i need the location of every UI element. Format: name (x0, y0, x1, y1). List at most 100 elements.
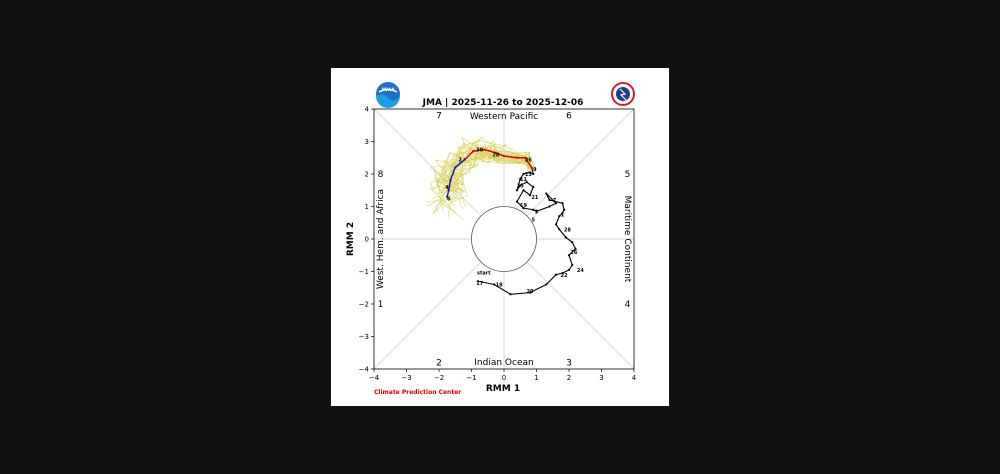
day-label: 9 (533, 167, 537, 173)
nws-logo (611, 82, 635, 106)
observed-point (493, 283, 496, 286)
observed-point (532, 172, 535, 176)
observed-point (532, 208, 535, 211)
ensemble-member-line (433, 152, 530, 193)
observed-point (545, 283, 548, 286)
y-tick-label: −4 (359, 366, 370, 374)
x-tick-label: 1 (534, 374, 538, 382)
day-label: 11 (520, 177, 527, 183)
day-label: 26 (525, 157, 532, 163)
observed-point (554, 202, 558, 205)
observed-point (528, 171, 532, 174)
ensemble_mean_near-line (464, 148, 533, 168)
day-label: 1 (561, 213, 565, 219)
ensemble_mean_far-point (449, 179, 452, 182)
observed-point (522, 207, 525, 210)
day-label: 30 (476, 148, 483, 154)
observed-point (528, 194, 532, 197)
observed-point (561, 202, 564, 205)
plot-area: −4 −3 −2 −1 0 1 2 3 4 −4 −3 −2 −1 0 1 2 3 4 Western Pacifi… (359, 106, 637, 383)
x-tick-label: −4 (369, 374, 380, 382)
mjo-phase-diagram: NOAA JMA | 2025-11-26 to 2025-12-06 −4 −3… (346, 82, 637, 396)
observed-point (515, 200, 519, 203)
observed-point (564, 236, 567, 239)
day-label: 3 (535, 209, 539, 215)
day-label: 28 (564, 227, 571, 233)
ensemble_mean_near-point (472, 150, 475, 153)
x-axis-label: RMM 1 (486, 384, 520, 394)
day-label: 21 (531, 195, 538, 201)
day-label: 7 (553, 198, 557, 204)
y-tick-label: 3 (365, 138, 369, 146)
observed-point (554, 223, 558, 226)
grid-line (373, 108, 482, 217)
phase-label: 3 (566, 359, 572, 369)
observed-point (561, 272, 564, 275)
observed-point (561, 211, 564, 215)
ensemble_mean_far-point (447, 189, 450, 192)
chart-card: NOAA JMA | 2025-11-26 to 2025-12-06 −4 −3… (331, 68, 669, 406)
ensemble_mean_far-point (454, 166, 457, 169)
ensemble_mean_near-point (494, 151, 497, 154)
y-tick-label: 1 (365, 203, 369, 211)
chart-title: JMA | 2025-11-26 to 2025-12-06 (422, 98, 584, 108)
ensemble_mean_near-point (483, 148, 486, 151)
observed-point (554, 273, 558, 276)
y-tick-label: 0 (365, 236, 369, 244)
phase-label: 5 (625, 170, 631, 180)
observed-point (548, 198, 551, 202)
observed-point (558, 215, 561, 218)
phase-label: 2 (436, 359, 442, 369)
credit-label: Climate Prediction Center (374, 389, 461, 396)
observed-point (571, 263, 574, 267)
ensemble_mean_near-point (524, 156, 527, 159)
x-tick-label: 3 (599, 374, 603, 382)
day-label: 4 (445, 185, 449, 191)
observed-point (525, 181, 528, 184)
day-label: 2 (458, 157, 462, 163)
day-label: 24 (577, 268, 584, 274)
start-label: start (477, 270, 491, 276)
day-label: 13 (525, 172, 532, 178)
noaa-logo: NOAA (376, 82, 400, 108)
observed-point (548, 205, 551, 208)
observed-point (519, 184, 522, 187)
observed-point (522, 172, 525, 176)
day-label: 5 (532, 218, 536, 224)
svg-text:NOAA: NOAA (382, 87, 396, 92)
observed-point (509, 293, 512, 296)
ensemble_mean_near-point (515, 156, 519, 159)
grid-line (526, 108, 635, 217)
ensemble_mean_far-point (463, 158, 467, 161)
ensemble-member-line (430, 152, 532, 200)
y-tick-label: −2 (359, 301, 369, 309)
observed-point (558, 228, 561, 231)
x-tick-label: −3 (401, 374, 411, 382)
y-tick-label: −1 (359, 268, 369, 276)
phase-label: 8 (378, 170, 384, 180)
day-label: 6 (447, 196, 451, 202)
day-label: 18 (496, 283, 503, 289)
ensemble-member-line (447, 148, 535, 192)
region-label-left: West. Hem. and Africa (376, 189, 386, 289)
ensemble_mean_near-point (530, 166, 533, 169)
observed-point (571, 241, 574, 244)
grid-line (373, 261, 482, 370)
observed-point (532, 185, 535, 189)
region-label-top: Western Pacific (470, 112, 538, 122)
day-label: 15 (517, 183, 524, 189)
day-label: 22 (561, 273, 568, 279)
ensemble_mean_far-point (446, 195, 449, 198)
day-label: 28 (492, 153, 499, 159)
x-tick-label: 2 (567, 374, 571, 382)
observed-point (522, 189, 525, 192)
region-label-right: Maritime Continent (622, 196, 632, 283)
phase-label: 1 (378, 300, 384, 310)
observed-point (515, 189, 519, 192)
observed-point (567, 254, 571, 257)
phase-label: 4 (625, 300, 631, 310)
day-label: 19 (520, 203, 527, 209)
x-tick-label: −1 (466, 374, 476, 382)
day-label: 26 (570, 250, 577, 256)
day-label: 17 (476, 281, 483, 287)
